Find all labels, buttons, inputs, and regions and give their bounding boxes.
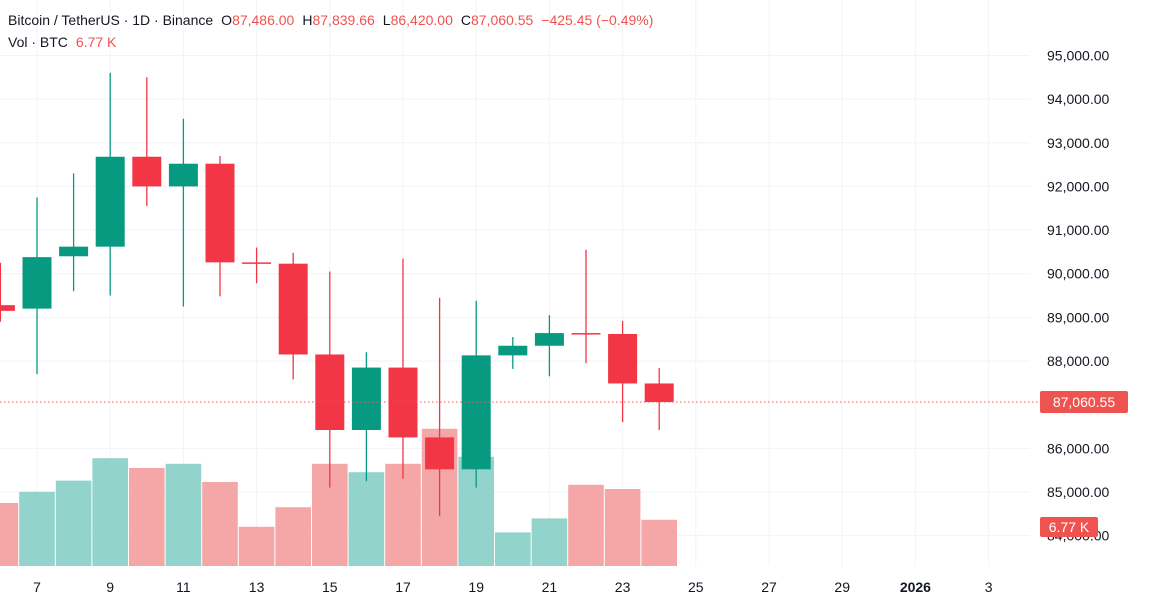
close-label: C bbox=[460, 12, 471, 28]
y-tick-label: 85,000.00 bbox=[1047, 484, 1109, 500]
y-tick-label: 93,000.00 bbox=[1047, 135, 1109, 151]
volume-bar[interactable] bbox=[0, 503, 19, 566]
y-tick-label: 89,000.00 bbox=[1047, 309, 1109, 325]
x-tick-label: 23 bbox=[615, 579, 631, 595]
x-tick-label: 2026 bbox=[900, 579, 931, 595]
volume-bar[interactable] bbox=[531, 518, 568, 566]
y-tick-label: 86,000.00 bbox=[1047, 440, 1109, 456]
last-volume-badge-label: 6.77 K bbox=[1049, 519, 1090, 535]
x-tick-label: 29 bbox=[834, 579, 850, 595]
y-tick-label: 95,000.00 bbox=[1047, 47, 1109, 63]
candle-body[interactable] bbox=[59, 246, 89, 257]
y-tick-label: 94,000.00 bbox=[1047, 91, 1109, 107]
x-tick-label: 11 bbox=[176, 579, 191, 595]
volume-label[interactable]: Vol · BTC bbox=[8, 34, 68, 50]
y-tick-label: 90,000.00 bbox=[1047, 266, 1109, 282]
x-tick-label: 15 bbox=[322, 579, 338, 595]
volume-bar[interactable] bbox=[641, 519, 677, 566]
x-tick-label: 3 bbox=[985, 579, 993, 595]
candle-body[interactable] bbox=[315, 354, 345, 430]
candle-body[interactable] bbox=[242, 262, 272, 264]
ohlc-legend: Bitcoin / TetherUS · 1D · Binance O87,486… bbox=[8, 11, 653, 29]
candle-body[interactable] bbox=[168, 163, 198, 187]
volume-bar[interactable] bbox=[202, 482, 238, 566]
x-tick-label: 13 bbox=[249, 579, 265, 595]
last-volume-badge bbox=[1040, 517, 1098, 537]
candle-body[interactable] bbox=[571, 333, 601, 335]
candle-body[interactable] bbox=[278, 263, 308, 355]
x-tick-label: 9 bbox=[106, 579, 114, 595]
x-tick-label: 27 bbox=[761, 579, 777, 595]
volume-legend: Vol · BTC 6.77 K bbox=[8, 33, 116, 51]
x-tick-label: 21 bbox=[542, 579, 558, 595]
y-tick-label: 91,000.00 bbox=[1047, 222, 1109, 238]
change-value: −425.45 (−0.49%) bbox=[541, 12, 654, 28]
x-tick-label: 19 bbox=[468, 579, 484, 595]
candle-body[interactable] bbox=[608, 333, 638, 384]
candle-body[interactable] bbox=[205, 163, 235, 263]
candle-body[interactable] bbox=[425, 437, 455, 470]
candle-body[interactable] bbox=[95, 156, 125, 247]
high-label: H bbox=[302, 12, 313, 28]
volume-bar[interactable] bbox=[165, 463, 202, 566]
candle-body[interactable] bbox=[351, 367, 381, 430]
volume-bar[interactable] bbox=[568, 484, 604, 566]
volume-bar[interactable] bbox=[238, 526, 275, 566]
volume-bar[interactable] bbox=[348, 472, 385, 566]
candle-body[interactable] bbox=[0, 305, 15, 311]
candle-body[interactable] bbox=[22, 257, 52, 309]
open-value: 87,486.00 bbox=[232, 12, 295, 28]
y-tick-label: 92,000.00 bbox=[1047, 178, 1109, 194]
close-value: 87,060.55 bbox=[471, 12, 534, 28]
volume-bar[interactable] bbox=[19, 491, 55, 566]
low-value: 86,420.00 bbox=[390, 12, 453, 28]
candle-body[interactable] bbox=[534, 333, 564, 346]
volume-bar[interactable] bbox=[385, 463, 421, 566]
last-price-badge bbox=[1040, 391, 1128, 414]
symbol-title[interactable]: Bitcoin / TetherUS · 1D · Binance bbox=[8, 12, 214, 28]
open-label: O bbox=[221, 12, 233, 28]
x-tick-label: 25 bbox=[688, 579, 704, 595]
last-price-badge-label: 87,060.55 bbox=[1053, 394, 1115, 410]
volume-bar[interactable] bbox=[495, 532, 531, 566]
candle-body[interactable] bbox=[132, 156, 162, 187]
candle-body[interactable] bbox=[644, 383, 674, 403]
volume-bar[interactable] bbox=[129, 468, 165, 566]
candle-body[interactable] bbox=[498, 345, 528, 356]
volume-value: 6.77 K bbox=[75, 34, 117, 50]
volume-bar[interactable] bbox=[604, 489, 641, 566]
x-tick-label: 7 bbox=[33, 579, 41, 595]
volume-bar[interactable] bbox=[92, 458, 128, 566]
low-label: L bbox=[382, 12, 391, 28]
candle-body[interactable] bbox=[461, 355, 491, 470]
x-tick-label: 17 bbox=[395, 579, 411, 595]
volume-bar[interactable] bbox=[55, 480, 92, 566]
high-value: 87,839.66 bbox=[312, 12, 375, 28]
volume-bar[interactable] bbox=[275, 507, 311, 566]
y-tick-label: 88,000.00 bbox=[1047, 353, 1109, 369]
